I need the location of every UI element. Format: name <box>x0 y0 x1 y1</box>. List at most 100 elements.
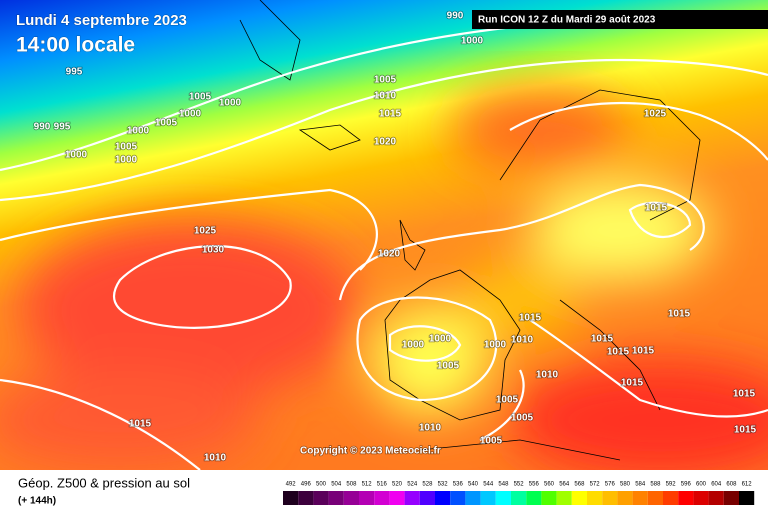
scale-label: 556 <box>529 482 540 488</box>
scale-label: 612 <box>742 482 753 488</box>
isobar-label: 1005 <box>480 436 503 447</box>
scale-label: 600 <box>696 482 707 488</box>
isobar-label: 1025 <box>194 226 217 237</box>
scale-swatch <box>526 491 542 505</box>
isobar-label: 1010 <box>374 91 397 102</box>
scale-label: 580 <box>620 482 631 488</box>
scale-swatch <box>556 491 572 505</box>
color-scale: 492 496 500 504 508 512 516 520 524 528 532 536 540 5… <box>283 482 755 505</box>
scale-swatch <box>389 491 405 505</box>
scale-label: 560 <box>544 482 555 488</box>
copyright: Copyright © 2023 Meteociel.fr <box>300 446 441 457</box>
scale-label: 596 <box>681 482 692 488</box>
scale-swatch <box>617 491 633 505</box>
isobar-label: 1005 <box>496 395 519 406</box>
scale-swatch <box>602 491 618 505</box>
scale-label: 568 <box>574 482 585 488</box>
isobar-label: 995 <box>66 67 83 78</box>
isobar-label: 1010 <box>204 453 227 464</box>
scale-label: 524 <box>407 482 418 488</box>
isobar-label: 1015 <box>632 346 655 357</box>
isobar-label: 1005 <box>511 413 534 424</box>
scale-label: 496 <box>301 482 312 488</box>
scale-swatch <box>647 491 663 505</box>
isobar-label: 1020 <box>378 249 401 260</box>
isobar-label: 1010 <box>511 335 534 346</box>
isobar-label: 1015 <box>668 309 691 320</box>
scale-label: 512 <box>362 482 373 488</box>
scale-swatch <box>343 491 359 505</box>
scale-swatch <box>283 491 299 505</box>
scale-swatch <box>495 491 511 505</box>
isobar-label: 1015 <box>621 378 644 389</box>
scale-swatch <box>739 491 755 505</box>
scale-swatch <box>541 491 557 505</box>
isobar-label: 1000 <box>429 334 452 345</box>
scale-swatch <box>435 491 451 505</box>
scale-label: 572 <box>590 482 601 488</box>
isobar-label: 1000 <box>65 150 88 161</box>
isobar-label: 1000 <box>179 109 202 120</box>
scale-swatch <box>663 491 679 505</box>
isobar-label: 1005 <box>115 142 138 153</box>
scale-label: 584 <box>635 482 646 488</box>
isobar-label: 1005 <box>155 118 178 129</box>
isobar-label: 1005 <box>189 92 212 103</box>
scale-swatch <box>465 491 481 505</box>
isobar-label: 1000 <box>484 340 507 351</box>
scale-swatch <box>374 491 390 505</box>
isobar-label: 1000 <box>402 340 425 351</box>
scale-label: 592 <box>666 482 677 488</box>
isobar-label: 1015 <box>591 334 614 345</box>
footer-title: Géop. Z500 & pression au sol <box>18 475 190 490</box>
scale-swatch <box>511 491 527 505</box>
scale-label: 588 <box>650 482 661 488</box>
scale-swatch <box>632 491 648 505</box>
scale-label: 492 <box>286 482 297 488</box>
scale-label: 536 <box>453 482 464 488</box>
scale-swatch <box>587 491 603 505</box>
isobar-label: 1000 <box>115 155 138 166</box>
scale-label: 540 <box>468 482 479 488</box>
scale-label: 520 <box>392 482 403 488</box>
scale-label: 552 <box>514 482 525 488</box>
isobar-label: 995 <box>54 122 71 133</box>
scale-swatch <box>450 491 466 505</box>
time-label: 14:00 locale <box>16 34 135 57</box>
isobar-label: 1015 <box>734 425 757 436</box>
isobar-label: 1030 <box>202 245 225 256</box>
isobar-label: 1015 <box>645 203 668 214</box>
isobar-label: 1015 <box>519 313 542 324</box>
scale-label: 508 <box>346 482 357 488</box>
scale-label: 564 <box>559 482 570 488</box>
isobar-label: 1015 <box>733 389 756 400</box>
isobar-label: 1010 <box>419 423 442 434</box>
isobar-label: 1005 <box>437 361 460 372</box>
scale-swatch <box>298 491 314 505</box>
isobar-label: 1025 <box>644 109 667 120</box>
isobar-label: 1015 <box>379 109 402 120</box>
scale-swatch <box>404 491 420 505</box>
run-box <box>472 10 768 29</box>
scale-label: 504 <box>331 482 342 488</box>
isobar-label: 1000 <box>127 126 150 137</box>
coastlines <box>239 0 701 461</box>
scale-swatch <box>708 491 724 505</box>
scale-swatch <box>693 491 709 505</box>
scale-label: 532 <box>438 482 449 488</box>
isobar-label: 1000 <box>219 98 242 109</box>
isobar-label: 990 <box>34 122 51 133</box>
isobar-label: 1000 <box>461 36 484 47</box>
isobars <box>0 18 768 471</box>
isobar-label: 1015 <box>607 347 630 358</box>
scale-label: 548 <box>498 482 509 488</box>
scale-swatch <box>723 491 739 505</box>
scale-swatch <box>480 491 496 505</box>
scale-swatch <box>678 491 694 505</box>
scale-label: 604 <box>711 482 722 488</box>
isobar-label: 1020 <box>374 137 397 148</box>
scale-swatch <box>419 491 435 505</box>
